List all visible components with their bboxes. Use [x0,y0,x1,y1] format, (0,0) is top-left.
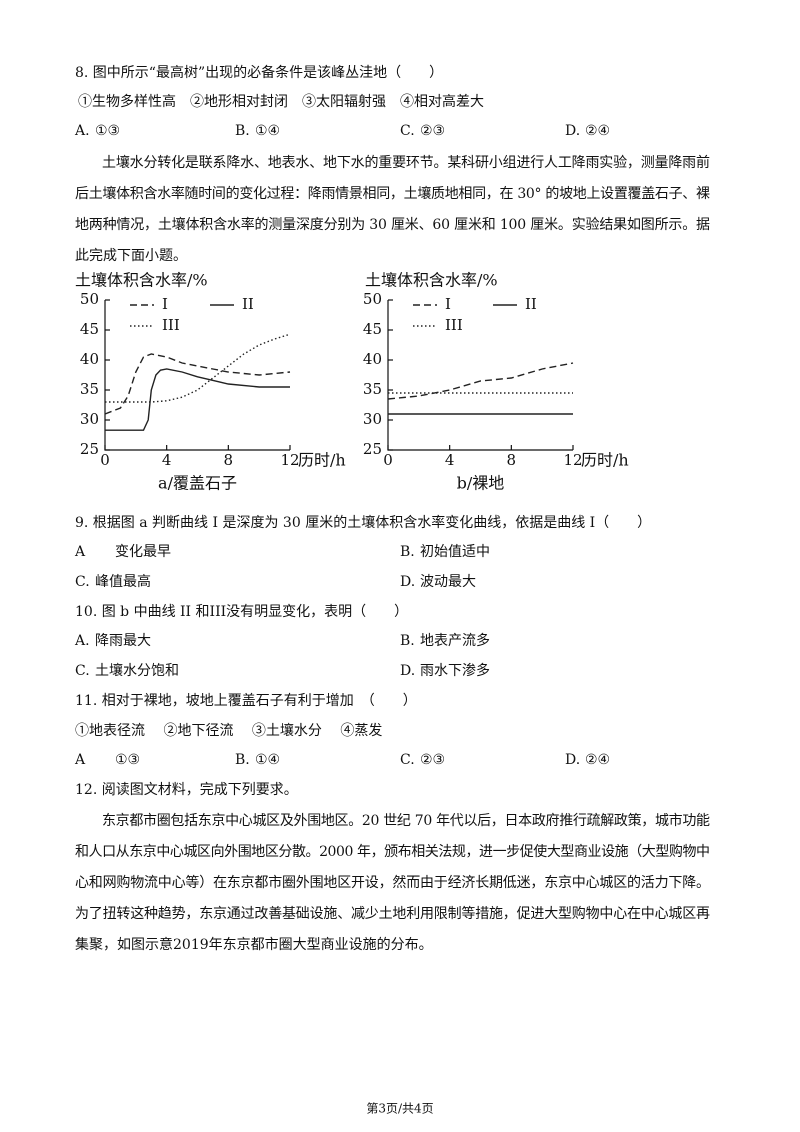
question-stem: 11. 相对于裸地，坡地上覆盖石子有利于增加 （ ） [75,693,417,709]
x-tick-label: 12 [563,451,582,469]
x-tick-label: 4 [445,451,455,469]
x-tick-label: 8 [224,451,234,469]
x-tick-label: 12 [280,451,299,469]
x-tick-label: 0 [100,451,110,469]
option-label: A. [74,123,90,139]
y-tick-label: 35 [363,380,382,398]
chart-caption: a/覆盖石子 [158,474,237,493]
option-text: ②③ [420,123,445,139]
question-stem: 12. 阅读图文材料，完成下列要求。 [75,781,298,798]
data-line [105,368,290,431]
question-statements: ①地表径流 ②地下径流 ③土壤水分 ④蒸发 [75,722,382,739]
question-statements: ①生物多样性高 ②地形相对封闭 ③太阳辐射强 ④相对高差大 [78,93,484,110]
option-text: 降雨最大 [95,633,151,649]
passage-line: 此完成下面小题。 [75,248,187,264]
option-text: ①④ [255,123,280,139]
passage-line: 为了扭转这种趋势，东京通过改善基础设施、减少土地利用限制等措施，促进大型购物中心… [75,905,710,922]
option-label: B. [235,123,250,139]
legend-label: I [445,295,451,313]
option-label: D. [400,574,415,590]
option-label: C. [75,663,90,679]
option-text: 土壤水分饱和 [95,662,179,679]
passage-line: 后土壤体积含水率随时间的变化过程：降雨情景相同，土壤质地相同，在 30° 的坡地… [75,185,710,202]
y-tick-label: 45 [80,320,99,338]
axis-title: 土壤体积含水率/% [365,271,498,290]
option-text: 峰值最高 [95,573,151,590]
x-tick-label: 0 [383,451,393,469]
y-tick-label: 35 [80,380,99,398]
option-text: ①③ [95,123,120,139]
x-tick-label: 8 [507,451,517,469]
axis-title: 历时/h [298,451,346,470]
y-tick-label: 50 [80,290,99,308]
option-text: ②④ [585,123,610,139]
y-tick-label: 40 [363,350,382,368]
legend-label: II [242,295,254,313]
option-text: ①④ [255,752,280,768]
passage-line: 土壤水分转化是联系降水、地表水、地下水的重要环节。某科研小组进行人工降雨实验，测… [102,154,710,171]
option-text: 初始值适中 [420,543,490,560]
axis-title: 土壤体积含水率/% [75,271,208,290]
option-text: 变化最早 [115,544,171,560]
option-label: D. [400,663,415,679]
option-label: B. [235,752,250,768]
passage-line: 东京都市圈包括东京中心城区及外围地区。20 世纪 70 年代以后，日本政府推行疏… [102,812,710,829]
question-stem: 8. 图中所示“最高树”出现的必备条件是该峰丛洼地（ ） [75,64,443,81]
y-tick-label: 30 [363,410,382,428]
option-label: B. [400,544,415,560]
page-footer: 第3页/共4页 [366,1102,433,1116]
y-tick-label: 45 [363,320,382,338]
x-tick-label: 4 [162,451,172,469]
option-label: B. [400,633,415,649]
passage-line: 和人口从东京中心城区向外围地区分散。2000 年，颁布相关法规，进一步促使大型商… [75,843,710,860]
legend-label: III [445,316,463,334]
y-tick-label: 40 [80,350,99,368]
option-label: A [74,752,86,768]
data-line [104,353,291,415]
option-text: ②③ [420,752,445,768]
passage-line: 地两种情况，土壤体积含水率的测量深度分别为 30 厘米、60 厘米和 100 厘… [75,216,710,233]
y-tick-label: 25 [363,440,382,458]
question-stem: 9. 根据图 a 判断曲线 I 是深度为 30 厘米的土壤体积含水率变化曲线，依… [75,514,651,531]
legend-label: III [162,316,180,334]
legend-label: I [162,295,168,313]
option-label: D. [565,752,580,768]
y-tick-label: 30 [80,410,99,428]
option-text: ①③ [115,752,140,768]
y-tick-label: 25 [80,440,99,458]
option-text: 波动最大 [420,574,476,590]
y-tick-label: 50 [363,290,382,308]
data-line [105,333,291,403]
data-line [387,362,574,400]
option-label: A. [74,633,90,649]
chart-caption: b/裸地 [457,474,505,493]
option-label: A [74,544,86,560]
option-label: C. [75,574,90,590]
passage-line: 集聚，如图示意2019年东京都市圈大型商业设施的分布。 [75,936,433,953]
legend-label: II [525,295,537,313]
question-stem: 10. 图 b 中曲线 II 和III没有明显变化，表明（ ） [75,604,408,620]
option-label: C. [400,752,415,768]
option-text: 地表产流多 [420,632,490,649]
option-text: ②④ [585,752,610,768]
option-label: D. [565,123,580,139]
passage-line: 心和网购物流中心等）在东京都市圈外围地区开设，然而由于经济长期低迷，东京中心城区… [75,874,710,891]
option-text: 雨水下渗多 [420,662,490,679]
option-label: C. [400,123,415,139]
axis-title: 历时/h [581,451,629,470]
